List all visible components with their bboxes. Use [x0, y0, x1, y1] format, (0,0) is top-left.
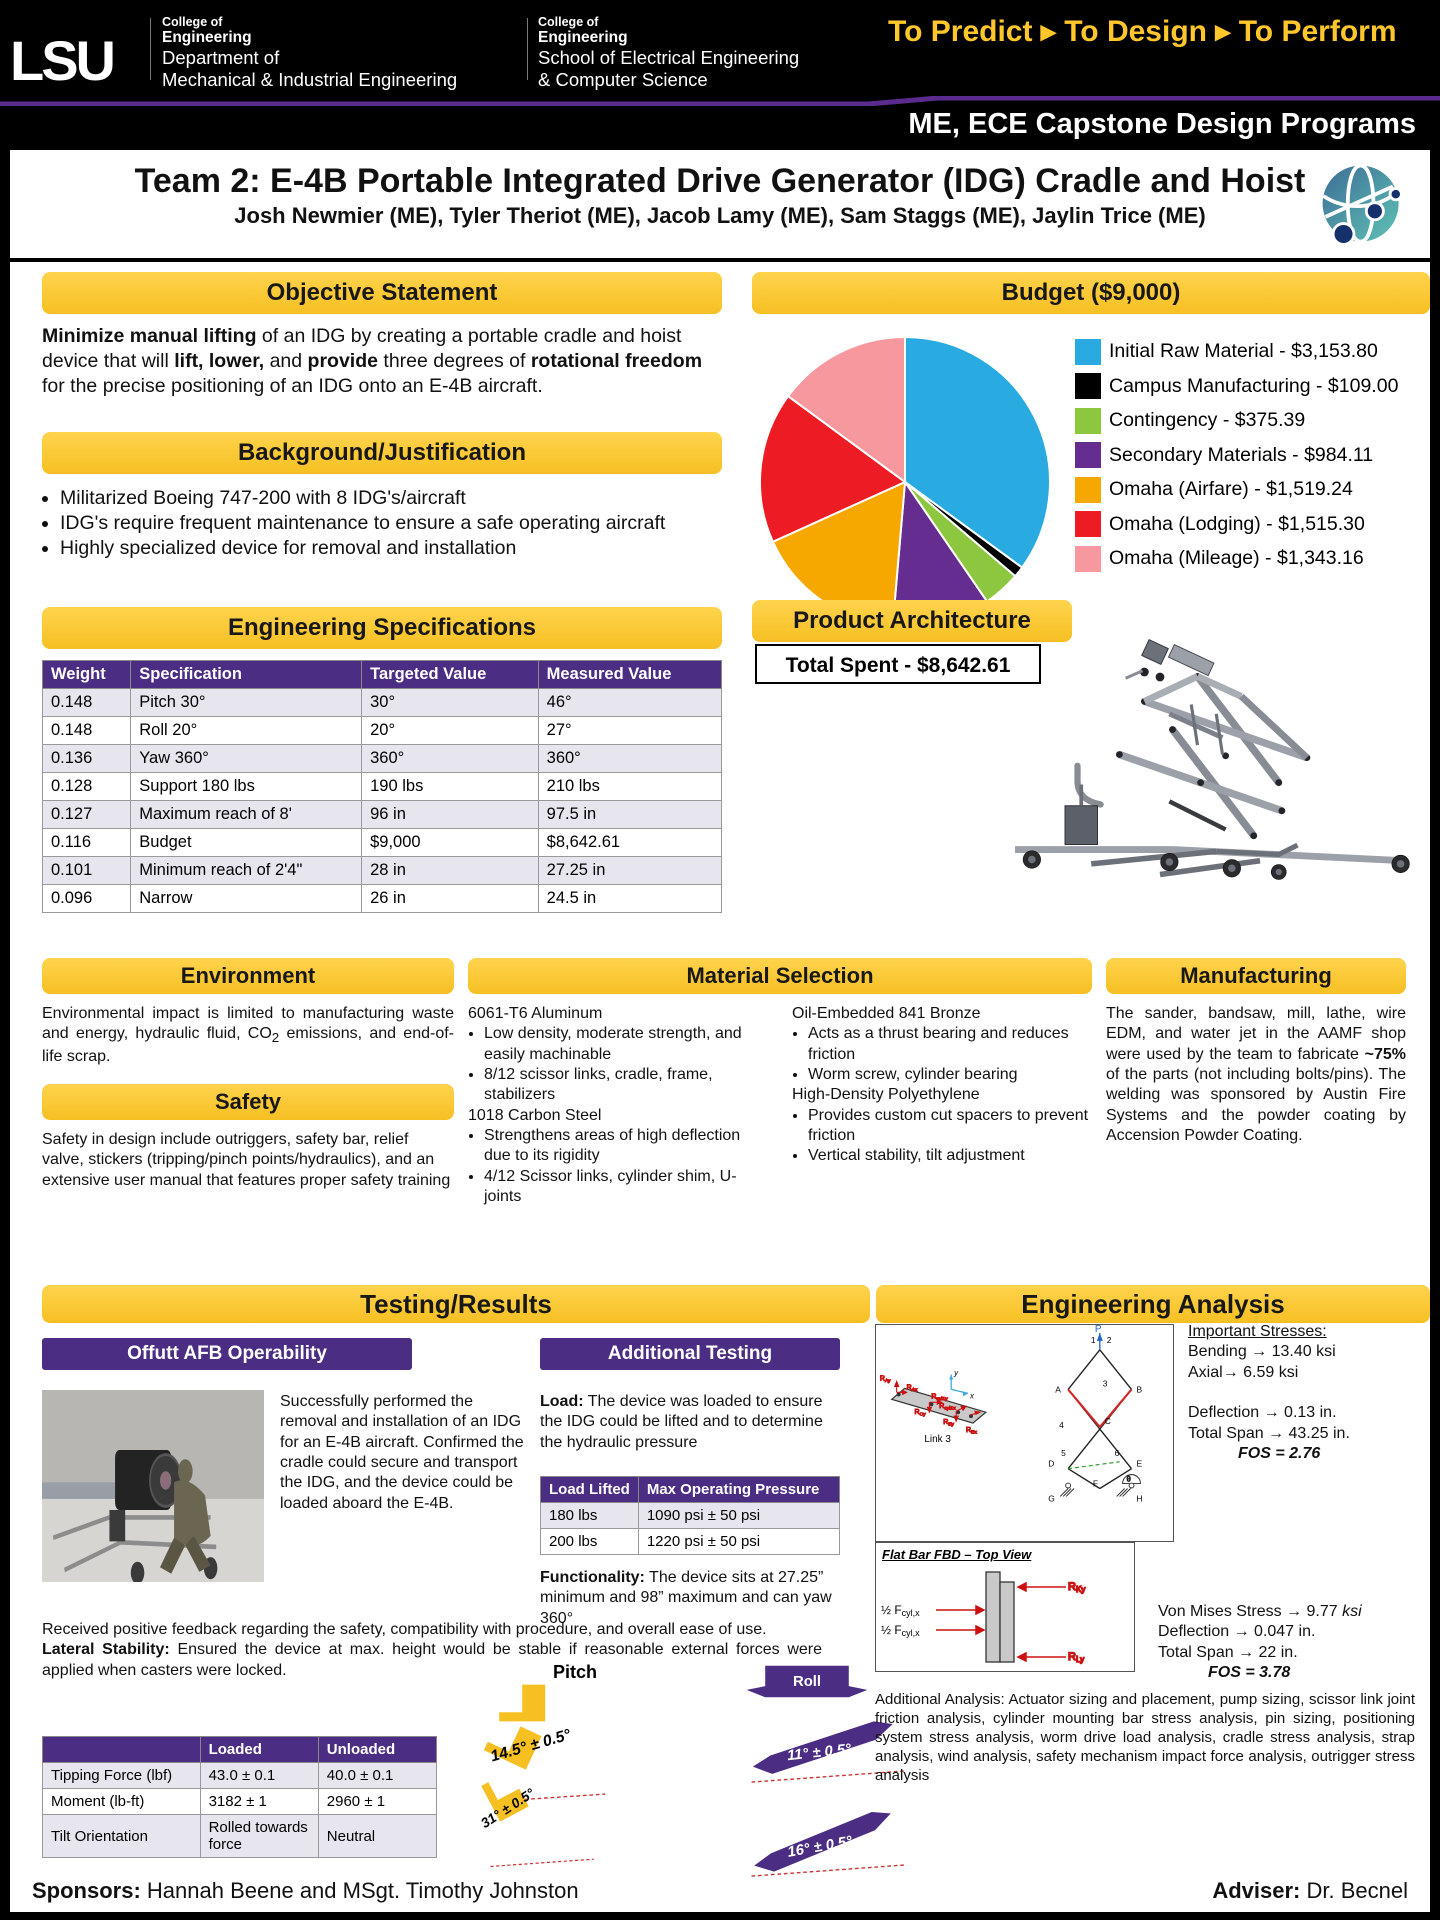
svg-text:2: 2 [1107, 1335, 1112, 1345]
svg-text:Roll: Roll [793, 1674, 821, 1690]
svg-text:E: E [1136, 1459, 1142, 1469]
svg-text:G: G [1048, 1493, 1055, 1503]
svg-text:6: 6 [1115, 1448, 1120, 1458]
svg-text:B: B [1136, 1384, 1142, 1394]
svg-text:RKy: RKy [1068, 1581, 1085, 1594]
svg-text:RLy: RLy [1068, 1651, 1084, 1664]
svg-text:½ Fcyl,x: ½ Fcyl,x [881, 1603, 920, 1618]
svg-text:5: 5 [1061, 1448, 1066, 1458]
svg-text:D: D [1048, 1459, 1054, 1469]
svg-text:F: F [1093, 1479, 1098, 1489]
svg-text:REx: REx [966, 1427, 977, 1435]
svg-text:1: 1 [1091, 1335, 1096, 1345]
svg-text:REy: REy [943, 1419, 954, 1427]
svg-text:Link 3: Link 3 [924, 1434, 951, 1445]
svg-text:3: 3 [1103, 1378, 1108, 1388]
svg-text:11° ± 0.5°: 11° ± 0.5° [786, 1742, 852, 1765]
svg-text:x: x [969, 1391, 975, 1400]
svg-text:RAy: RAy [880, 1375, 891, 1383]
svg-text:½ Fcyl,x: ½ Fcyl,x [881, 1623, 920, 1638]
svg-text:A: A [1055, 1384, 1061, 1394]
svg-text:RCy: RCy [915, 1409, 927, 1417]
svg-text:C: C [1105, 1416, 1111, 1426]
svg-text:θ: θ [1127, 1475, 1131, 1484]
svg-text:P: P [1095, 1325, 1102, 1335]
svg-text:4: 4 [1059, 1420, 1064, 1430]
svg-text:y: y [953, 1369, 959, 1378]
svg-text:H: H [1136, 1493, 1142, 1503]
